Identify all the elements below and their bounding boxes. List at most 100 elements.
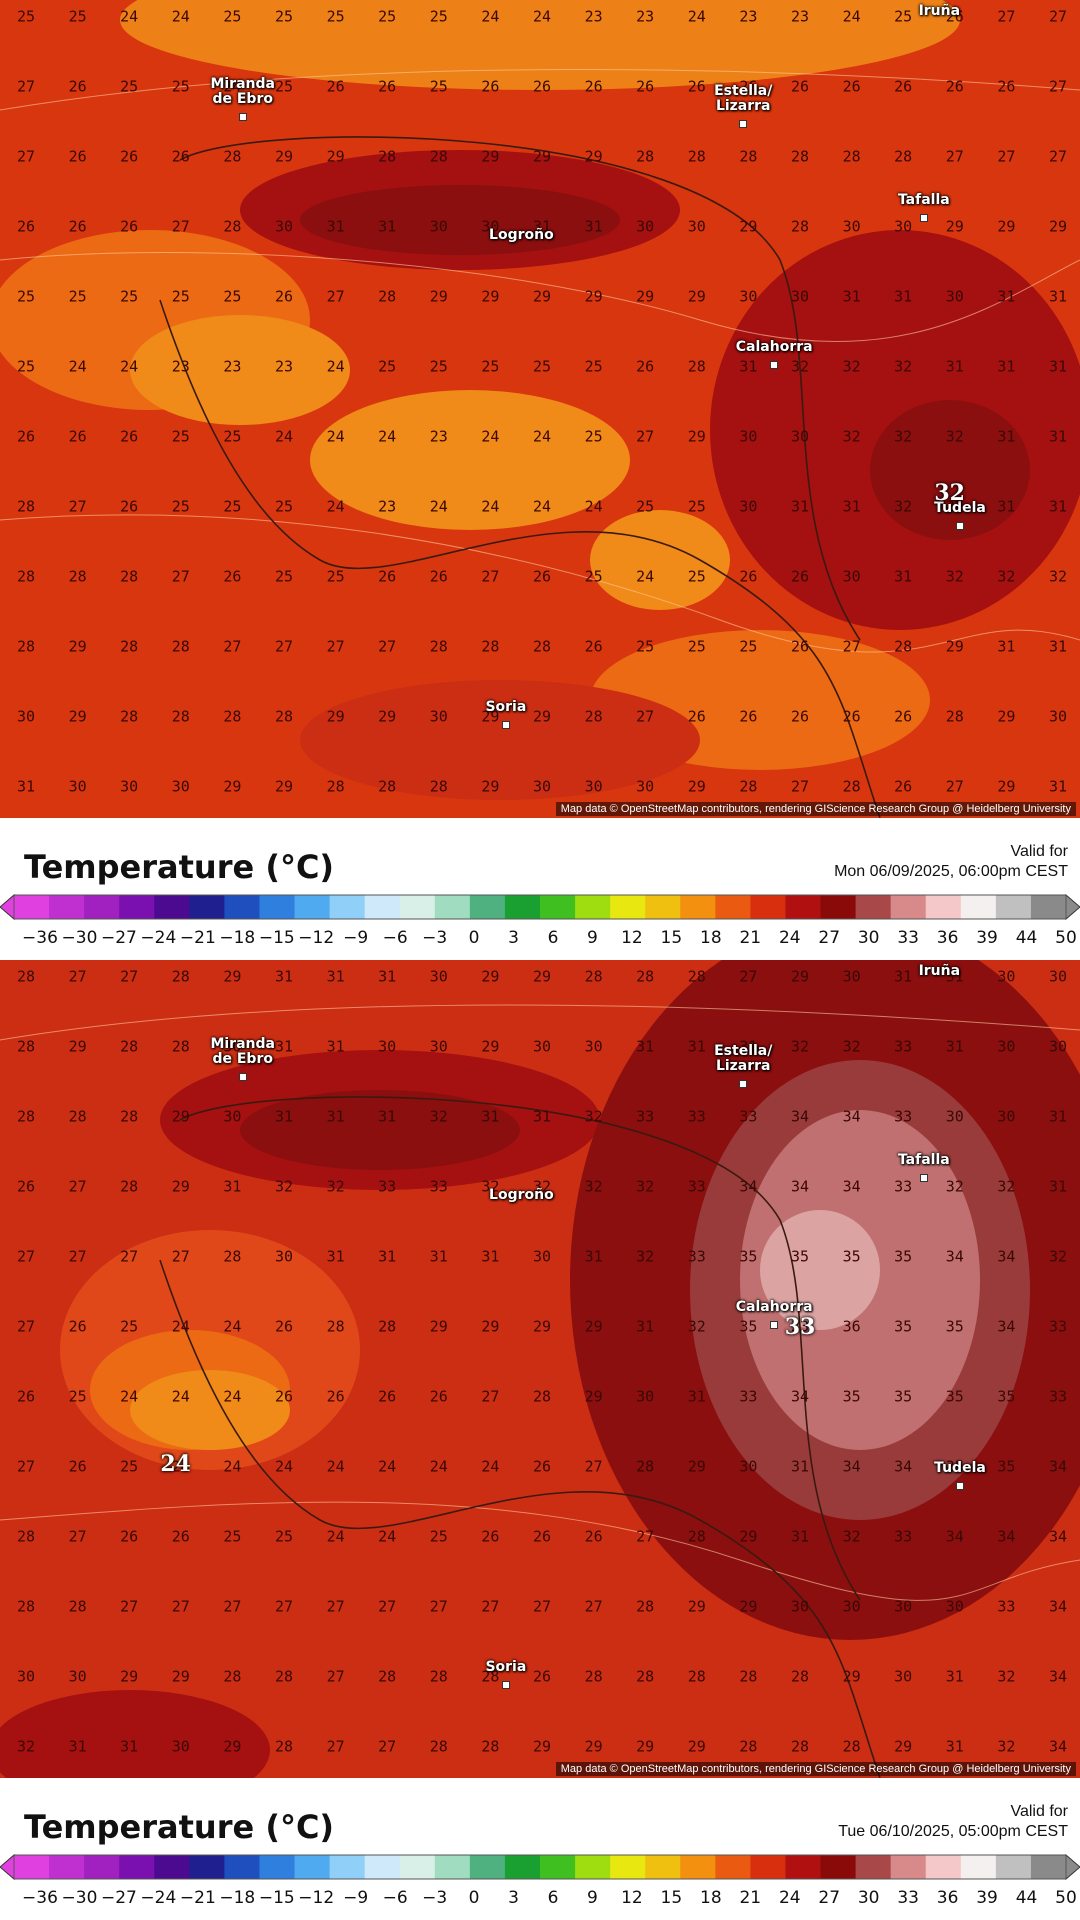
city-label[interactable]: Miranda de Ebro <box>210 76 275 107</box>
grid-temperature-value: 28 <box>842 1737 861 1756</box>
grid-temperature-value: 31 <box>739 1037 758 1056</box>
colorbar-swatch <box>925 1855 962 1879</box>
grid-temperature-value: 29 <box>687 777 706 796</box>
grid-temperature-value: 32 <box>584 1177 603 1196</box>
grid-temperature-value: 28 <box>739 777 758 796</box>
city-label[interactable]: Calahorra <box>735 338 813 355</box>
city-label[interactable]: Calahorra <box>735 1298 813 1315</box>
grid-temperature-value: 25 <box>532 357 552 376</box>
grid-temperature-value: 31 <box>945 1667 964 1686</box>
colorbar-swatch <box>715 1855 751 1879</box>
colorbar-swatch <box>925 895 962 919</box>
colorbar-tick-label: 27 <box>818 928 841 948</box>
city-label[interactable]: Tudela <box>934 499 986 516</box>
grid-temperature-value: 26 <box>532 1527 552 1546</box>
grid-temperature-value: 32 <box>945 497 964 516</box>
grid-temperature-value: 31 <box>739 357 758 376</box>
colorbar-swatch <box>1030 895 1067 919</box>
colorbar-tick-label: −21 <box>179 1888 216 1908</box>
city-label[interactable]: Tudela <box>934 1459 986 1476</box>
grid-temperature-value: 31 <box>378 1247 397 1266</box>
grid-temperature-value: 28 <box>481 1737 500 1756</box>
grid-temperature-value: 35 <box>945 1317 964 1336</box>
grid-temperature-value: 30 <box>894 217 913 236</box>
city-label[interactable]: Soria <box>485 699 527 715</box>
grid-temperature-value: 28 <box>636 1457 655 1476</box>
grid-temperature-value: 32 <box>894 497 913 516</box>
city-label[interactable]: Soria <box>485 1659 527 1675</box>
grid-temperature-value: 31 <box>790 1457 810 1476</box>
city-label[interactable]: Tafalla <box>897 1151 950 1168</box>
city-label[interactable]: Logroño <box>489 226 554 243</box>
grid-temperature-value: 34 <box>790 1177 810 1196</box>
grid-temperature-value: 26 <box>16 1177 36 1196</box>
grid-temperature-value: 34 <box>790 1387 810 1406</box>
grid-temperature-value: 30 <box>945 1597 964 1616</box>
grid-temperature-value: 24 <box>120 357 139 376</box>
grid-temperature-value: 33 <box>687 1107 706 1126</box>
city-label[interactable]: Iruña <box>918 962 961 979</box>
grid-temperature-value: 31 <box>894 967 913 986</box>
colorbar-swatch <box>49 895 85 919</box>
temperature-map-2[interactable]: 28 27 27 28 29 31 31 31 30 29 29 28 28 28 27 29 30 31 31 30… <box>0 960 1080 1778</box>
grid-temperature-value: 28 <box>326 777 345 796</box>
grid-temperature-value: 26 <box>584 637 603 656</box>
colorbar-tick-label: −15 <box>258 1888 295 1908</box>
grid-temperature-value: 30 <box>894 1667 913 1686</box>
grid-temperature-value: 31 <box>1048 497 1068 516</box>
temperature-map-1[interactable]: 25 25 24 24 25 25 25 25 25 24 24 23 23 24 23 23 24 25 26 27… <box>0 0 1080 818</box>
grid-temperature-value: 33 <box>1048 1317 1068 1336</box>
grid-temperature-value: 27 <box>223 1597 242 1616</box>
grid-temperature-value: 27 <box>171 567 190 586</box>
grid-temperature-value: 29 <box>481 777 500 796</box>
city-label[interactable]: Logroño <box>489 1186 554 1203</box>
colorbar-tick-label: −12 <box>298 1888 335 1908</box>
grid-temperature-value: 27 <box>120 1597 139 1616</box>
grid-temperature-value: 30 <box>1048 967 1068 986</box>
grid-temperature-value: 25 <box>16 287 36 306</box>
grid-temperature-value: 25 <box>429 1527 448 1546</box>
colorbar-tick-label: 24 <box>778 928 801 948</box>
city-label[interactable]: Estella/ Lizarra <box>714 1043 773 1074</box>
colorbar-swatch <box>995 1855 1032 1879</box>
grid-temperature-value: 26 <box>68 147 87 166</box>
city-label[interactable]: Miranda de Ebro <box>210 1036 275 1067</box>
grid-temperature-value: 28 <box>16 497 36 516</box>
map-attribution[interactable]: Map data © OpenStreetMap contributors, r… <box>555 802 1076 816</box>
grid-temperature-value: 28 <box>739 147 758 166</box>
city-label[interactable]: Iruña <box>918 2 961 19</box>
colorbar-swatch <box>294 895 331 919</box>
grid-temperature-value: 26 <box>68 217 87 236</box>
grid-temperature-value: 28 <box>378 287 397 306</box>
colorbar-tick-label: 12 <box>621 1888 643 1908</box>
grid-temperature-value: 28 <box>16 1597 36 1616</box>
city-label[interactable]: Estella/ Lizarra <box>714 83 773 114</box>
grid-temperature-value: 29 <box>584 1317 603 1336</box>
grid-temperature-value: 26 <box>120 427 139 446</box>
grid-temperature-value: 30 <box>790 287 810 306</box>
grid-temperature-value: 29 <box>584 1737 603 1756</box>
grid-temperature-value: 27 <box>997 7 1016 26</box>
grid-temperature-value: 24 <box>584 497 603 516</box>
grid-temperature-value: 27 <box>378 1597 397 1616</box>
grid-temperature-value: 26 <box>481 1527 500 1546</box>
grid-temperature-value: 29 <box>481 707 500 726</box>
grid-temperature-value: 28 <box>739 1667 758 1686</box>
grid-temperature-value: 31 <box>378 967 397 986</box>
colorbar-swatch <box>1030 1855 1067 1879</box>
city-marker-icon <box>238 1073 247 1081</box>
grid-temperature-value: 31 <box>1048 427 1068 446</box>
grid-temperature-value: 24 <box>274 1457 294 1476</box>
map-attribution[interactable]: Map data © OpenStreetMap contributors, r… <box>555 1762 1076 1776</box>
grid-temperature-value: 25 <box>584 427 603 446</box>
grid-temperature-value: 26 <box>481 77 500 96</box>
grid-temperature-value: 29 <box>945 637 964 656</box>
grid-temperature-value: 34 <box>790 1107 810 1126</box>
colorbar-swatch <box>750 895 787 919</box>
grid-temperature-value: 30 <box>16 707 36 726</box>
city-marker-icon <box>739 1080 748 1088</box>
city-label[interactable]: Tafalla <box>897 191 950 208</box>
grid-temperature-value: 28 <box>842 777 861 796</box>
grid-temperature-value: 31 <box>16 777 36 796</box>
grid-temperature-value: 27 <box>171 217 190 236</box>
